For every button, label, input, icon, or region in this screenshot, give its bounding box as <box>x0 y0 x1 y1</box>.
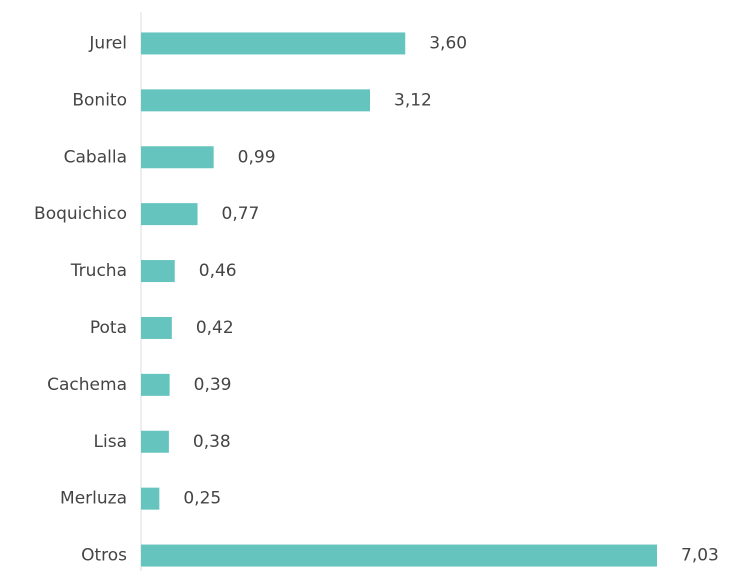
bar <box>141 316 172 339</box>
value-label: 0,99 <box>238 147 276 167</box>
bar <box>141 373 170 396</box>
bar <box>141 146 214 169</box>
value-label: 0,46 <box>199 261 237 281</box>
category-label: Jurel <box>88 33 127 53</box>
value-label: 3,12 <box>394 90 432 110</box>
bar <box>141 32 406 55</box>
bar <box>141 203 198 226</box>
category-label: Lisa <box>94 432 127 452</box>
value-label: 0,77 <box>222 204 260 224</box>
value-label: 0,38 <box>193 432 231 452</box>
bar <box>141 89 371 112</box>
category-label: Merluza <box>60 489 127 509</box>
value-label: 3,60 <box>429 33 467 53</box>
value-label: 7,03 <box>681 546 719 566</box>
category-label: Otros <box>81 546 127 566</box>
bar <box>141 430 169 453</box>
category-label: Trucha <box>70 261 127 281</box>
bar <box>141 544 657 567</box>
category-label: Caballa <box>64 147 127 167</box>
value-label: 0,42 <box>196 318 234 338</box>
category-label: Bonito <box>72 90 127 110</box>
category-label: Cachema <box>47 375 127 395</box>
value-label: 0,25 <box>183 489 221 509</box>
category-label: Boquichico <box>34 204 127 224</box>
category-label: Pota <box>90 318 127 338</box>
value-label: 0,39 <box>194 375 232 395</box>
bar <box>141 260 175 283</box>
bar <box>141 487 160 510</box>
